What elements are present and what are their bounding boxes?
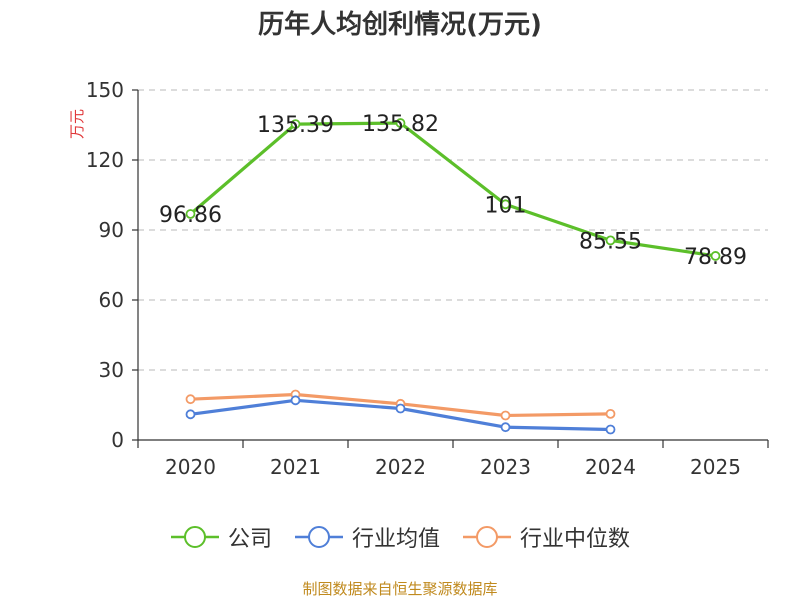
legend-marker-icon [294,526,343,548]
axis-layer: 0 30 60 90 120 150 2020 2021 2022 2023 2024 2025 [86,78,769,479]
x-tick-label: 2021 [270,455,321,479]
y-tick-label: 120 [86,148,124,172]
y-axis-title: 万元 [68,109,86,139]
data-label: 135.82 [362,112,439,137]
y-tick-label: 0 [111,428,124,452]
grid-layer [138,89,768,371]
data-label: 96.86 [159,203,222,228]
x-tick-label: 2022 [375,455,426,479]
legend-marker-icon [170,526,219,548]
legend-label: 公司 [227,527,272,552]
data-point [500,199,511,210]
label-layer: 96.86 135.39 135.82 101 85.55 78.89 [159,112,747,270]
x-tick-label: 2020 [165,455,216,479]
series-layer [185,118,721,435]
chart-title: 历年人均创利情况(万元) [258,10,542,40]
legend: 公司 行业均值 行业中位数 [0,520,800,554]
y-tick-label: 150 [86,78,124,102]
data-point [290,119,301,129]
data-point [185,209,196,219]
data-point [500,422,511,433]
data-point [710,251,721,261]
data-label: 135.39 [257,113,334,138]
data-point [605,235,616,246]
data-label: 78.89 [684,245,747,270]
data-point [290,395,301,406]
data-point [605,408,616,419]
data-point [605,424,616,435]
data-label: 101 [485,193,527,218]
source-note: 制图数据来自恒生聚源数据库 [302,580,498,598]
y-tick-label: 30 [99,358,124,382]
x-tick-label: 2024 [585,455,636,479]
legend-item[interactable]: 公司 [170,521,272,553]
data-point [395,403,406,414]
legend-item[interactable]: 行业均值 [294,521,440,553]
data-point [185,394,196,405]
x-tick-label: 2025 [690,455,741,479]
x-tick-label: 2023 [480,455,531,479]
data-label: 85.55 [579,229,642,254]
data-point [500,410,511,421]
legend-item[interactable]: 行业中位数 [462,521,630,553]
y-tick-label: 60 [99,288,124,312]
legend-label: 行业中位数 [520,527,631,552]
data-point [185,409,196,420]
data-point [395,118,406,128]
y-tick-label: 90 [99,218,124,242]
series-line [188,121,718,258]
legend-label: 行业均值 [351,527,440,552]
legend-marker-icon [463,526,511,548]
